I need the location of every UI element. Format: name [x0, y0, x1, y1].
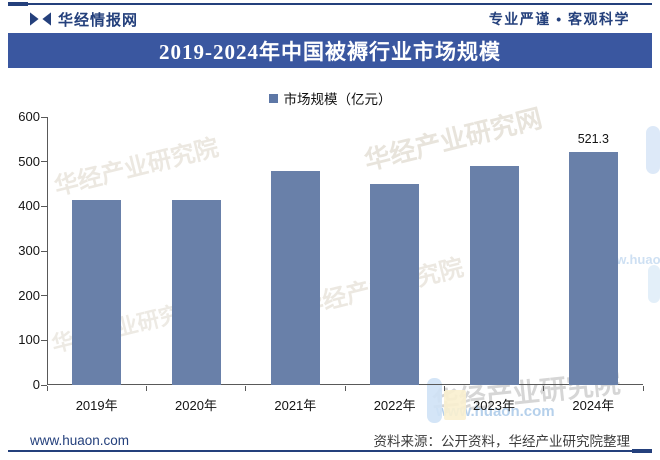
- brand[interactable]: 华经情报网: [30, 9, 138, 30]
- x-axis-tick-mark: [543, 386, 545, 391]
- top-border-accent: [8, 2, 28, 6]
- watermark-logo-shape: [648, 265, 660, 303]
- chart-title-banner: 2019-2024年中国被褥行业市场规模: [8, 33, 652, 68]
- bottom-border-accent: [632, 449, 652, 453]
- bar-value-label: 521.3: [577, 132, 609, 147]
- x-axis-tick-mark: [245, 386, 247, 391]
- y-axis-tick-mark: [41, 295, 47, 297]
- y-axis-tick-label: 300: [18, 243, 40, 258]
- bar-2019年: [72, 200, 122, 385]
- y-axis-tick-mark: [41, 205, 47, 207]
- y-axis-tick-label: 100: [18, 332, 40, 348]
- watermark-logo-shape: [646, 126, 660, 174]
- legend-label: 市场规模（亿元）: [283, 92, 392, 107]
- header-slogan: 专业严谨 • 客观科学: [488, 11, 630, 27]
- footer-url-link[interactable]: www.huaon.com: [30, 432, 130, 448]
- x-axis-category-label: 2021年: [274, 398, 317, 413]
- bar-2023年: [469, 166, 519, 385]
- y-axis-tick-label: 500: [18, 153, 40, 169]
- y-axis-tick-mark: [41, 161, 47, 163]
- y-axis-tick-mark: [41, 339, 47, 341]
- x-axis-category-label: 2022年: [373, 398, 416, 413]
- bar-2022年: [370, 183, 420, 385]
- y-axis-tick-mark: [41, 250, 47, 252]
- chart-legend: 市场规模（亿元）: [0, 88, 660, 108]
- chart-title: 2019-2024年中国被褥行业市场规模: [159, 39, 501, 64]
- top-border-line: [8, 3, 652, 5]
- huajing-logo-icon: [30, 11, 51, 27]
- footer: www.huaon.com 资料来源：公开资料，华经产业研究院整理: [30, 430, 630, 450]
- bar-2024年: [568, 152, 618, 385]
- y-axis-tick-label: 0: [32, 377, 40, 392]
- x-axis-category-label: 2019年: [75, 398, 118, 413]
- x-axis-tick-mark: [46, 386, 48, 391]
- y-axis-tick-label: 400: [18, 198, 40, 214]
- bottom-border-line: [8, 450, 652, 452]
- x-axis-category-label: 2020年: [175, 398, 217, 413]
- x-axis-tick-mark: [145, 386, 147, 391]
- bar-2020年: [171, 200, 221, 385]
- y-axis-tick-label: 600: [18, 109, 40, 124]
- footer-source-text: 资料来源：公开资料，华经产业研究院整理: [373, 434, 631, 449]
- y-axis-tick-mark: [41, 116, 47, 118]
- x-axis-tick-mark: [642, 386, 644, 391]
- y-axis-tick-mark: [41, 384, 47, 386]
- header: 华经情报网 专业严谨 • 客观科学: [30, 8, 630, 30]
- x-axis-category-label: 2024年: [572, 398, 615, 413]
- x-axis-tick-mark: [344, 386, 346, 391]
- bar-2021年: [270, 171, 320, 385]
- plot-area: [47, 117, 643, 385]
- brand-name: 华经情报网: [58, 11, 139, 29]
- y-axis-tick-label: 200: [18, 287, 40, 303]
- x-axis-tick-mark: [443, 386, 445, 391]
- x-axis-category-label: 2023年: [473, 398, 515, 413]
- legend-marker-icon: [268, 93, 278, 103]
